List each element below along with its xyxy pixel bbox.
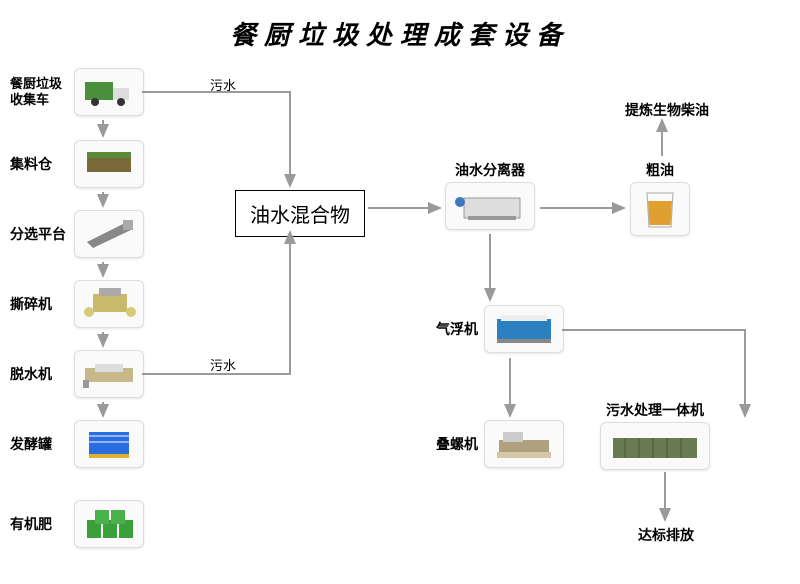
- label-wwtp: 污水处理一体机: [606, 400, 704, 420]
- label-sort: 分选平台: [10, 224, 68, 244]
- node-wwtp: 污水处理一体机: [600, 400, 710, 470]
- pic-separator: [445, 182, 535, 230]
- node-ferment: 发酵罐: [10, 420, 144, 468]
- text-discharge: 达标排放: [638, 525, 694, 545]
- node-bin: 集料仓: [10, 140, 144, 188]
- diagram-title: 餐厨垃圾处理成套设备: [230, 15, 570, 52]
- pic-sort: [74, 210, 144, 258]
- center-mixture-box: 油水混合物: [235, 190, 365, 237]
- label-fert: 有机肥: [10, 514, 68, 534]
- pic-screw: [484, 420, 564, 468]
- node-dewater: 脱水机: [10, 350, 144, 398]
- node-float: 气浮机: [430, 305, 564, 353]
- pic-bin: [74, 140, 144, 188]
- pic-wwtp: [600, 422, 710, 470]
- label-dewater: 脱水机: [10, 364, 68, 384]
- label-bin: 集料仓: [10, 154, 68, 174]
- label-separator: 油水分离器: [455, 160, 525, 180]
- pic-crude-oil: [630, 182, 690, 236]
- pic-shred: [74, 280, 144, 328]
- node-sort: 分选平台: [10, 210, 144, 258]
- label-crude-oil: 粗油: [646, 160, 674, 180]
- node-truck: 餐厨垃圾 收集车: [10, 68, 144, 116]
- label-shred: 撕碎机: [10, 294, 68, 314]
- pic-float: [484, 305, 564, 353]
- edge-label-sewage-1: 污水: [210, 75, 236, 94]
- label-screw: 叠螺机: [430, 434, 478, 454]
- pic-truck: [74, 68, 144, 116]
- node-shred: 撕碎机: [10, 280, 144, 328]
- edge-label-sewage-2: 污水: [210, 355, 236, 374]
- node-fert: 有机肥: [10, 500, 144, 548]
- pic-ferment: [74, 420, 144, 468]
- label-truck: 餐厨垃圾 收集车: [10, 76, 68, 107]
- node-crude-oil: 粗油: [630, 160, 690, 236]
- pic-dewater: [74, 350, 144, 398]
- label-ferment: 发酵罐: [10, 434, 68, 454]
- node-separator: 油水分离器: [445, 160, 535, 230]
- node-screw: 叠螺机: [430, 420, 564, 468]
- pic-fert: [74, 500, 144, 548]
- text-biodiesel: 提炼生物柴油: [625, 100, 709, 120]
- label-float: 气浮机: [430, 319, 478, 339]
